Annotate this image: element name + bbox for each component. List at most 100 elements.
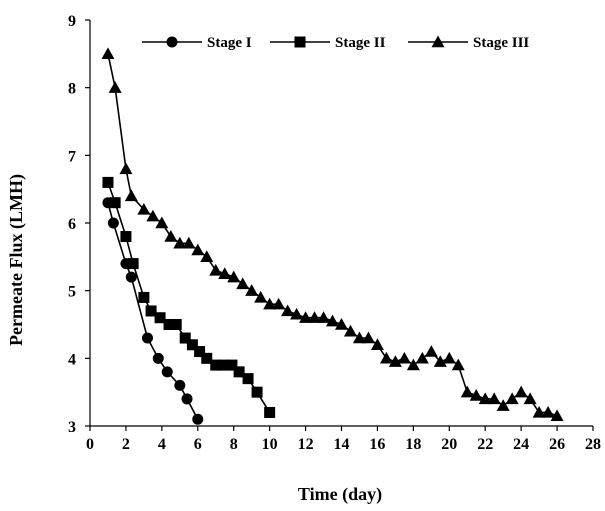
data-point-stage-ii bbox=[102, 176, 114, 188]
data-point-stage-iii bbox=[433, 355, 447, 367]
data-point-stage-ii bbox=[170, 319, 182, 330]
data-point-stage-iii bbox=[108, 81, 122, 93]
series-line-stage-i bbox=[107, 202, 199, 420]
data-point-stage-iii bbox=[263, 297, 277, 310]
data-point-stage-i bbox=[181, 393, 193, 405]
x-tick-label: 8 bbox=[230, 436, 238, 453]
data-point-stage-iii bbox=[514, 385, 528, 398]
x-tick-label: 4 bbox=[158, 436, 166, 453]
data-point-stage-i bbox=[107, 217, 119, 229]
data-point-stage-iii bbox=[137, 202, 151, 215]
data-point-stage-ii bbox=[109, 197, 121, 209]
data-point-stage-ii bbox=[242, 373, 254, 385]
x-tick-label: 16 bbox=[369, 436, 385, 453]
data-point-stage-ii bbox=[226, 359, 238, 371]
data-point-stage-iii bbox=[478, 392, 492, 405]
data-point-stage-iii bbox=[326, 314, 340, 327]
data-point-stage-iii bbox=[317, 311, 331, 323]
data-point-stage-iii bbox=[124, 189, 138, 202]
data-point-stage-i bbox=[125, 271, 137, 283]
data-point-stage-iii bbox=[424, 345, 438, 357]
legend-label-stage-iii: Stage III bbox=[473, 35, 529, 51]
data-point-stage-iii bbox=[164, 230, 178, 242]
x-tick-label: 12 bbox=[298, 436, 314, 453]
legend-item-stage-ii: Stage II bbox=[270, 35, 386, 51]
y-tick-label: 3 bbox=[68, 419, 76, 436]
data-point-stage-ii bbox=[217, 359, 229, 371]
x-tick-label: 28 bbox=[585, 436, 601, 453]
data-point-stage-i bbox=[174, 379, 186, 391]
x-tick-label: 20 bbox=[441, 436, 457, 453]
series-layer bbox=[101, 47, 564, 425]
y-tick-label: 5 bbox=[68, 284, 76, 301]
x-axis-title: Time (day) bbox=[298, 484, 382, 505]
data-point-stage-iii bbox=[379, 351, 393, 364]
data-point-stage-ii bbox=[163, 319, 175, 330]
data-point-stage-iii bbox=[299, 311, 313, 323]
data-point-stage-ii bbox=[179, 332, 191, 344]
data-point-stage-iii bbox=[245, 284, 259, 296]
data-point-stage-i bbox=[141, 332, 153, 344]
x-tick-label: 2 bbox=[122, 436, 130, 453]
x-tick-label: 10 bbox=[262, 436, 278, 453]
legend-marker-stage-ii bbox=[294, 36, 306, 48]
data-point-stage-iii bbox=[209, 263, 223, 276]
data-point-stage-ii bbox=[154, 312, 166, 324]
data-point-stage-iii bbox=[191, 243, 205, 256]
data-point-stage-ii bbox=[251, 386, 263, 398]
data-point-stage-iii bbox=[146, 209, 160, 222]
data-point-stage-ii bbox=[186, 339, 198, 351]
data-point-stage-ii bbox=[210, 359, 222, 371]
data-point-stage-iii bbox=[442, 351, 456, 364]
legend: Stage I Stage II Stage III bbox=[142, 35, 529, 51]
data-point-stage-ii bbox=[264, 406, 276, 418]
data-point-stage-iii bbox=[532, 405, 546, 418]
x-tick-label: 14 bbox=[334, 436, 350, 453]
data-point-stage-iii bbox=[101, 47, 115, 60]
data-point-stage-i bbox=[161, 366, 173, 378]
legend-marker-stage-iii bbox=[431, 35, 445, 48]
data-point-stage-iii bbox=[119, 162, 133, 175]
legend-item-stage-i: Stage I bbox=[142, 35, 252, 51]
data-point-stage-i bbox=[152, 352, 164, 364]
data-point-stage-iii bbox=[200, 250, 214, 263]
y-axis-title: Permeate Flux (LMH) bbox=[6, 174, 27, 346]
data-point-stage-ii bbox=[120, 231, 132, 243]
data-point-stage-iii bbox=[308, 311, 322, 323]
data-point-stage-ii bbox=[233, 366, 245, 378]
data-point-stage-ii bbox=[194, 346, 206, 358]
series-line-stage-iii bbox=[107, 53, 558, 417]
legend-label-stage-i: Stage I bbox=[207, 35, 252, 51]
data-point-stage-ii bbox=[138, 291, 150, 303]
data-point-stage-iii bbox=[281, 304, 295, 317]
x-tick-label: 6 bbox=[194, 436, 202, 453]
x-tick-label: 26 bbox=[549, 436, 565, 453]
x-tick-label: 0 bbox=[86, 436, 94, 453]
data-point-stage-iii bbox=[487, 392, 501, 405]
data-point-stage-iii bbox=[541, 405, 555, 418]
data-point-stage-iii bbox=[254, 290, 268, 303]
data-point-stage-iii bbox=[236, 277, 250, 290]
data-point-stage-iii bbox=[155, 216, 169, 229]
y-tick-label: 7 bbox=[68, 148, 76, 165]
x-tick-label: 24 bbox=[513, 436, 529, 453]
data-point-stage-iii bbox=[469, 389, 483, 401]
x-tick-label: 18 bbox=[405, 436, 421, 453]
data-point-stage-iii bbox=[523, 392, 537, 405]
data-point-stage-iii bbox=[370, 338, 384, 350]
legend-item-stage-iii: Stage III bbox=[408, 35, 529, 51]
data-point-stage-iii bbox=[550, 409, 564, 422]
data-point-stage-iii bbox=[460, 385, 474, 398]
data-point-stage-iii bbox=[218, 267, 232, 279]
data-point-stage-iii bbox=[272, 297, 286, 310]
x-tick-label: 22 bbox=[477, 436, 493, 453]
y-tick-label: 9 bbox=[68, 13, 76, 30]
data-point-stage-iii bbox=[406, 358, 420, 371]
legend-label-stage-ii: Stage II bbox=[335, 35, 386, 51]
series-stage-ii bbox=[102, 176, 276, 418]
data-point-stage-iii bbox=[352, 331, 366, 344]
data-point-stage-iii bbox=[361, 331, 375, 344]
data-point-stage-i bbox=[192, 413, 204, 425]
